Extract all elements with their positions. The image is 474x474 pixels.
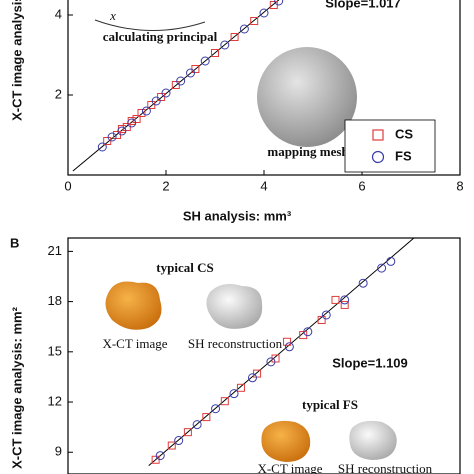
point [141, 106, 151, 116]
point [274, 0, 284, 6]
arc-arrow [94, 19, 206, 32]
y-tick-label: 12 [48, 393, 62, 408]
point [117, 126, 127, 136]
point [303, 327, 313, 337]
point [340, 295, 350, 305]
y-tick-label: 4 [55, 6, 62, 21]
point [358, 278, 368, 288]
point [107, 132, 117, 142]
point [220, 397, 229, 406]
legend-label: CS [395, 126, 413, 141]
y-tick-label: 9 [55, 444, 62, 459]
point [97, 142, 107, 152]
point [220, 40, 230, 50]
y-tick-label: 2 [55, 86, 62, 101]
annotation: SH reconstruction [188, 336, 283, 351]
point [229, 389, 239, 399]
annotation: calculating principal [103, 29, 218, 44]
legend-marker [371, 150, 385, 164]
point [377, 263, 387, 273]
point [176, 76, 186, 86]
point [321, 310, 331, 320]
x-tick-label: 2 [162, 178, 169, 193]
annotation: Slope=1.109 [332, 355, 408, 370]
mesh-sphere [257, 47, 357, 147]
point [202, 413, 211, 422]
point [174, 436, 184, 446]
point [247, 373, 257, 383]
point [317, 316, 326, 325]
point [386, 256, 396, 266]
x-tick-label: 6 [358, 178, 365, 193]
point [155, 451, 165, 461]
point [161, 88, 171, 98]
plot-area [148, 238, 415, 467]
point [283, 337, 292, 346]
blob [206, 284, 263, 329]
legend-box [344, 119, 436, 173]
point [192, 420, 202, 430]
point [137, 109, 146, 117]
point [167, 441, 176, 450]
point [211, 404, 221, 414]
point [230, 33, 239, 41]
point [250, 17, 259, 25]
x-tick-label: 8 [456, 178, 463, 193]
point [127, 118, 137, 128]
plot-area [72, 0, 284, 172]
fit-line [148, 238, 415, 467]
point [271, 354, 280, 363]
y-tick-label: 18 [48, 293, 62, 308]
point [236, 383, 245, 392]
point [299, 331, 308, 340]
x-axis-label: SH analysis: mm³ [183, 208, 292, 223]
legend-marker [372, 129, 384, 141]
legend-label: FS [395, 148, 412, 163]
point [331, 295, 340, 304]
annotation: Slope=1.017 [325, 0, 401, 10]
y-tick-label: 15 [48, 343, 62, 358]
annotation: typical FS [302, 397, 358, 412]
point [340, 300, 349, 309]
annotation: X-CT image [102, 336, 167, 351]
point [200, 56, 210, 66]
point [186, 68, 195, 78]
blob [349, 420, 397, 460]
plot-frame [67, 237, 461, 474]
y-axis-label: X-CT image analysis: mm³ [9, 0, 24, 121]
point [211, 49, 219, 57]
x-tick-label: 4 [260, 178, 267, 193]
annotation: SH reconstruction [338, 461, 433, 474]
point [151, 96, 161, 106]
point [239, 24, 249, 34]
blob [105, 281, 162, 330]
blob [261, 420, 311, 462]
annotation: typical CS [156, 260, 213, 275]
y-axis-label: X-CT image analysis: mm² [9, 306, 24, 468]
annotation: X-CT image [257, 461, 322, 474]
point [259, 8, 269, 18]
annotation: x [109, 8, 116, 23]
point [284, 342, 294, 352]
x-tick-label: 0 [64, 178, 71, 193]
y-tick-label: 21 [48, 243, 62, 258]
point [266, 357, 276, 367]
fit-line [72, 0, 280, 172]
point [183, 428, 192, 437]
panel-label: B [10, 235, 19, 250]
annotation: mapping mesh [267, 144, 349, 159]
